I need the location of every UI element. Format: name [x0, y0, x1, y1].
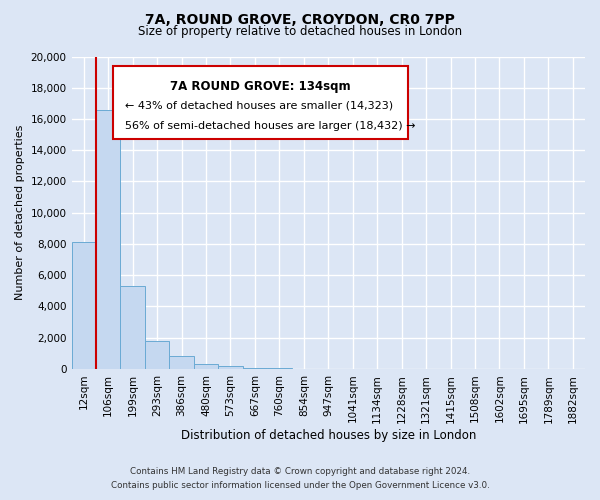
Bar [169, 356, 194, 369]
X-axis label: Distribution of detached houses by size in London: Distribution of detached houses by size … [181, 430, 476, 442]
Bar [145, 341, 169, 369]
Text: Contains HM Land Registry data © Crown copyright and database right 2024.: Contains HM Land Registry data © Crown c… [130, 467, 470, 476]
Bar [218, 366, 242, 369]
Text: ← 43% of detached houses are smaller (14,323): ← 43% of detached houses are smaller (14… [125, 100, 394, 110]
Text: 7A, ROUND GROVE, CROYDON, CR0 7PP: 7A, ROUND GROVE, CROYDON, CR0 7PP [145, 12, 455, 26]
Text: 56% of semi-detached houses are larger (18,432) →: 56% of semi-detached houses are larger (… [125, 120, 416, 130]
Bar [194, 364, 218, 369]
Text: Contains public sector information licensed under the Open Government Licence v3: Contains public sector information licen… [110, 481, 490, 490]
Bar [71, 242, 96, 369]
Bar [242, 368, 267, 369]
Bar [96, 110, 121, 369]
Text: Size of property relative to detached houses in London: Size of property relative to detached ho… [138, 25, 462, 38]
FancyBboxPatch shape [113, 66, 408, 140]
Bar [121, 286, 145, 369]
Text: 7A ROUND GROVE: 134sqm: 7A ROUND GROVE: 134sqm [170, 80, 350, 93]
Y-axis label: Number of detached properties: Number of detached properties [15, 125, 25, 300]
Bar [267, 368, 292, 369]
